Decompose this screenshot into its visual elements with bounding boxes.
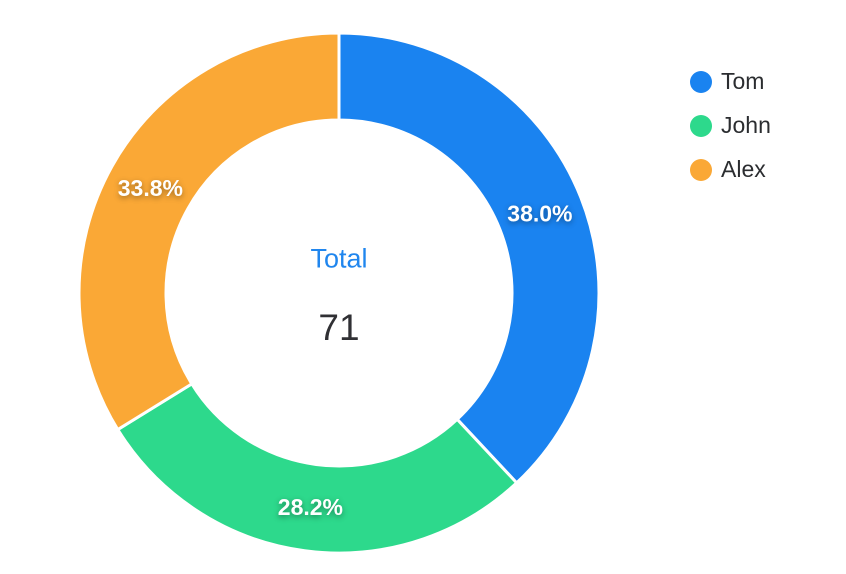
legend-item-tom[interactable]: Tom [690, 68, 771, 95]
legend-dot-icon [690, 114, 712, 137]
legend-label: Alex [721, 156, 766, 182]
slice-percent-label: 28.2% [278, 494, 343, 520]
donut-slice-tom[interactable] [337, 31, 601, 485]
legend-item-john[interactable]: John [690, 112, 771, 139]
chart-legend: Tom John Alex [690, 68, 771, 183]
slice-percent-label: 38.0% [507, 201, 572, 227]
legend-label: Tom [721, 68, 765, 94]
legend-item-alex[interactable]: Alex [690, 156, 771, 183]
slice-percent-label: 33.8% [118, 175, 183, 201]
donut-slice-john[interactable] [116, 382, 519, 555]
legend-dot-icon [690, 70, 712, 93]
donut-center-title: Total [310, 243, 368, 274]
donut-slice-alex[interactable] [77, 31, 341, 432]
legend-dot-icon [690, 158, 712, 181]
legend-label: John [721, 112, 771, 138]
donut-center-value: 71 [318, 307, 360, 348]
